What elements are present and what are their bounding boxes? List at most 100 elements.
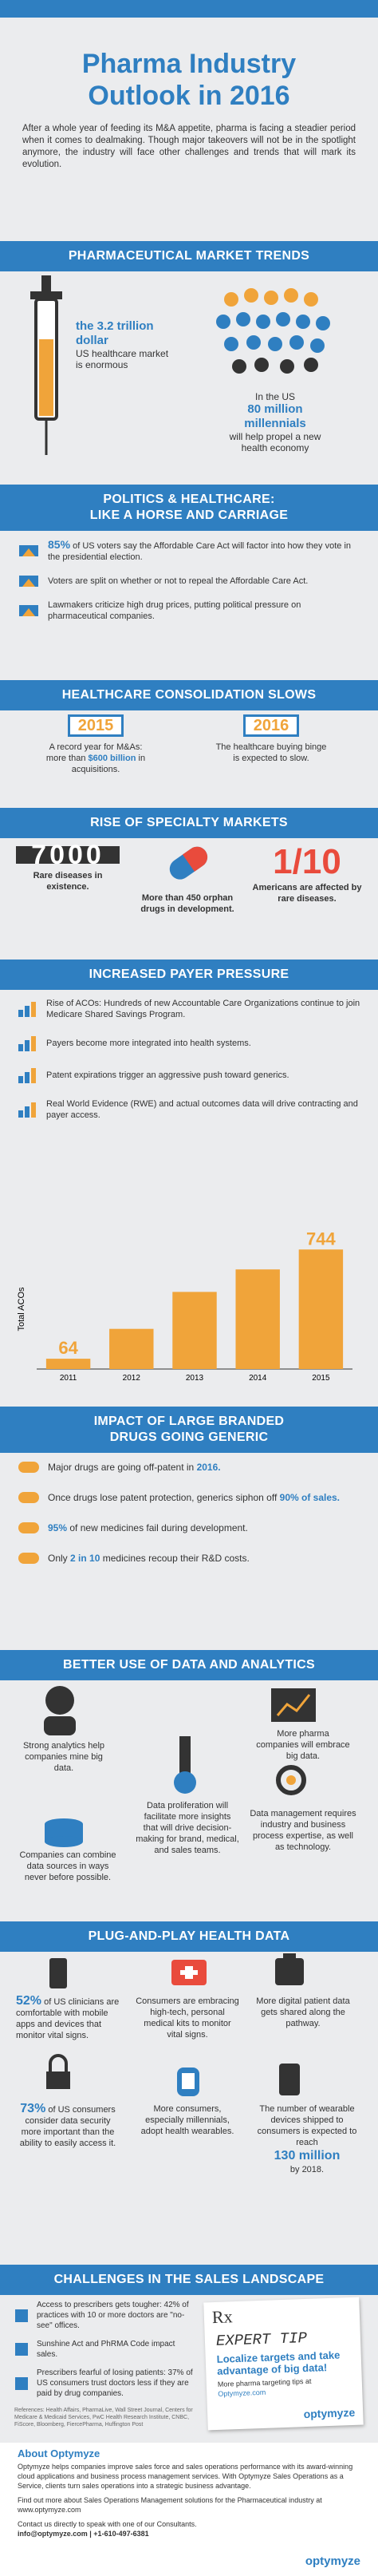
icon (18, 1002, 36, 1017)
trend-icons (30, 275, 330, 455)
tip-text: Localize targets and take advantage of b… (216, 2348, 341, 2377)
rare-diseases: 7000 Rare diseases in existence. (16, 841, 120, 892)
text: Sunshine Act and PhRMA Code impact sales… (37, 2340, 175, 2359)
shape (276, 312, 290, 326)
shape (246, 335, 261, 350)
figure: 7000 (16, 841, 120, 869)
text: Optymyze helps companies improve sales f… (18, 2463, 353, 2490)
aco-chart: Total ACOs 2011 64 2012 2013 2014 2015 744 (18, 1229, 352, 1383)
text: Real World Evidence (RWE) and actual out… (46, 1099, 358, 1120)
bar (109, 1328, 154, 1369)
text: of US clinicians are comfortable with mo… (16, 1997, 120, 2040)
shape (18, 1110, 23, 1118)
pill-icon (169, 846, 208, 880)
shape (15, 2376, 28, 2390)
shape (15, 2309, 28, 2322)
shape (19, 605, 38, 616)
generic: IMPACT OF LARGE BRANDED DRUGS GOING GENER… (0, 1397, 378, 1640)
text: Strong analytics help companies mine big… (22, 1741, 105, 1773)
text: The number of wearable devices shipped t… (257, 2104, 357, 2147)
text: Americans are affected by rare diseases. (252, 883, 362, 904)
analytics: BETTER USE OF DATA AND ANALYTICS Strong … (0, 1640, 378, 1912)
shape (18, 1553, 39, 1564)
section-title: IMPACT OF LARGE BRANDED DRUGS GOING GENER… (0, 1407, 378, 1453)
plug-icons (46, 1953, 304, 2096)
shape (216, 315, 230, 329)
shape (22, 608, 35, 616)
title: Pharma Industry Outlook in 2016 (0, 48, 378, 112)
item: 85% of US voters say the Affordable Care… (18, 539, 360, 563)
text: Contact us directly to speak with one of… (18, 2520, 197, 2528)
logo: optymyze (305, 2554, 360, 2568)
text: More consumers, especially millennials, … (140, 2104, 234, 2136)
item: Voters are split on whether or not to re… (18, 572, 360, 590)
shape (25, 1106, 30, 1118)
about-title: About Optymyze (18, 2447, 100, 2459)
text: Rare diseases in existence. (33, 871, 103, 892)
year-2015: 2015 A record year for M&As: more than $… (40, 714, 152, 775)
intro: After a whole year of feeding its M&A ap… (22, 124, 356, 169)
title-line: IMPACT OF LARGE BRANDED (93, 1415, 285, 1428)
bar (235, 1269, 280, 1369)
market-trends: PHARMACEUTICAL MARKET TRENDS the 3.2 tri… (0, 231, 378, 475)
shape (46, 2071, 70, 2089)
text: by 2018. (289, 2165, 325, 2174)
highlight: 90% of sales. (279, 1492, 341, 1503)
shape (30, 291, 62, 299)
shape (49, 1958, 67, 1988)
shape (18, 1462, 39, 1473)
contact: info@optymyze.com | +1-610-497-6381 (18, 2530, 149, 2538)
shape (25, 1072, 30, 1083)
shape (18, 1492, 39, 1503)
specialty: RISE OF SPECIALTY MARKETS 7000 Rare dise… (0, 798, 378, 950)
section-title: HEALTHCARE CONSOLIDATION SLOWS (0, 680, 378, 710)
analytics-icons (44, 1686, 316, 1847)
shape (18, 1076, 23, 1083)
text: Once drugs lose patent protection, gener… (48, 1492, 278, 1503)
text: Patent expirations trigger an aggressive… (46, 1070, 289, 1080)
shape (271, 1688, 316, 1722)
shape: Major drugs are going off-patent in 2016… (48, 1462, 221, 1473)
shape (31, 1036, 36, 1051)
highlight: $600 billion (88, 754, 136, 763)
highlight: the 3.2 trillion dollar (76, 319, 154, 347)
title-line: POLITICS & HEALTHCARE: (103, 493, 275, 506)
shape (232, 359, 246, 374)
text: Voters are split on whether or not to re… (48, 576, 309, 586)
shape (31, 1002, 36, 1017)
shape (304, 358, 318, 372)
item: Prescribers fearful of losing patients: … (14, 2368, 194, 2399)
shape (254, 358, 269, 372)
text: Consumers are embracing high-tech, perso… (136, 1996, 239, 2040)
text: Data management requires industry and bu… (250, 1809, 356, 1852)
highlight: 130 million (274, 2149, 341, 2162)
highlight: 95% (48, 1522, 68, 1533)
tip-title: EXPERT TIP (215, 2329, 308, 2350)
shape (268, 337, 282, 351)
about: About Optymyze Optymyze helps companies … (0, 2443, 378, 2576)
item: 95% of new medicines fail during develop… (18, 1521, 360, 1534)
consolidation: HEALTHCARE CONSOLIDATION SLOWS 2015 A re… (0, 671, 378, 798)
item: Major drugs are going off-patent in 2016… (18, 1461, 360, 1474)
shape (279, 2064, 300, 2095)
shape (284, 288, 298, 303)
item: Sunshine Act and PhRMA Code impact sales… (14, 2339, 194, 2360)
highlight: 2 in 10 (70, 1553, 100, 1564)
text: Lawmakers criticize high drug prices, pu… (48, 600, 301, 621)
shape (286, 1775, 296, 1785)
item: Once drugs lose patent protection, gener… (18, 1491, 360, 1504)
shape (19, 576, 38, 587)
top-band (0, 0, 378, 18)
shape (182, 849, 203, 872)
shape (45, 1836, 83, 1847)
x-tick-label: 2015 (312, 1374, 330, 1383)
trend-right: In the US 80 million millennials will he… (215, 391, 335, 453)
value-label: 64 (58, 1338, 78, 1358)
text: will help propel a new health economy (229, 431, 321, 453)
x-tick-label: 2014 (249, 1374, 267, 1383)
section-title: PLUG-AND-PLAY HEALTH DATA (0, 1921, 378, 1952)
shape (22, 579, 35, 587)
text: Data proliferation will facilitate more … (136, 1801, 239, 1855)
title-line: Pharma Industry (81, 49, 297, 79)
title-line: LIKE A HORSE AND CARRIAGE (89, 508, 289, 522)
